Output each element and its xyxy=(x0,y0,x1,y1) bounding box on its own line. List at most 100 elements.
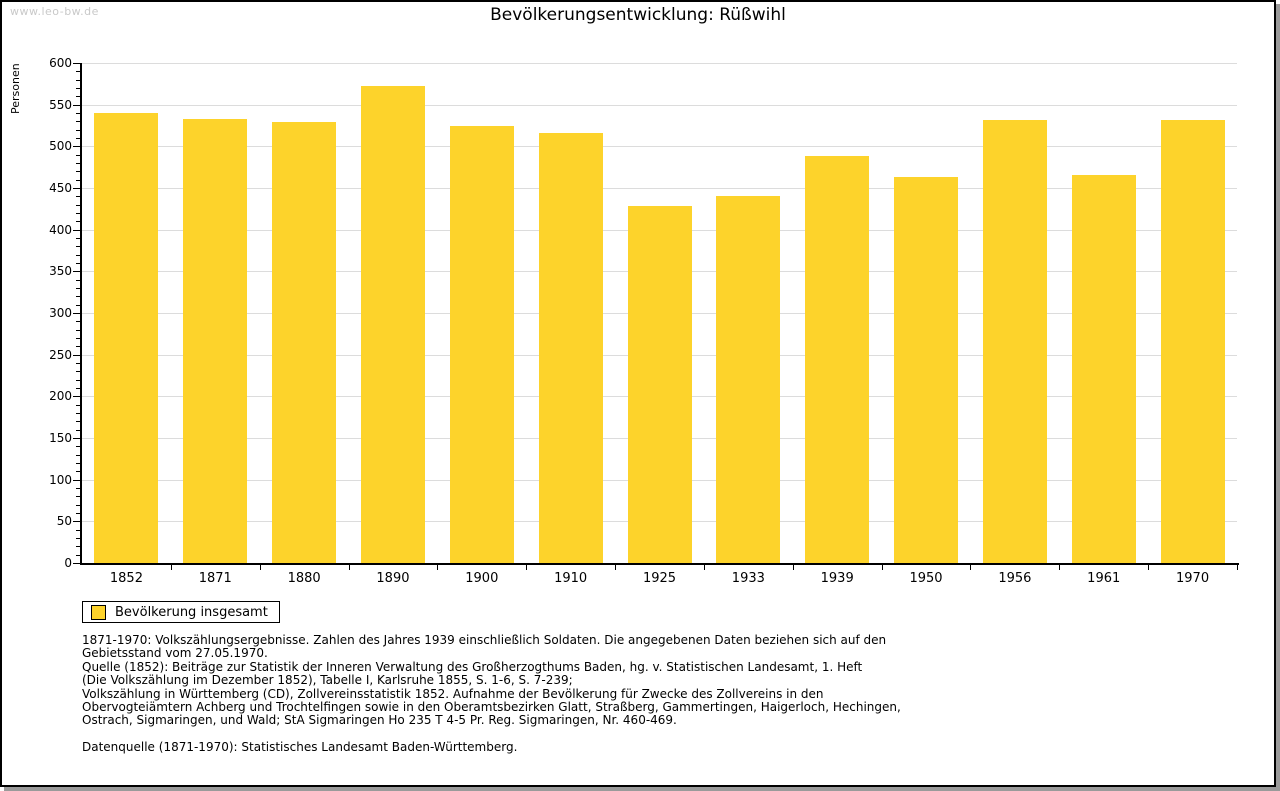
y-tick-major xyxy=(73,188,80,189)
x-axis-label: 1939 xyxy=(820,571,854,586)
y-tick-minor xyxy=(76,254,80,256)
y-tick-major xyxy=(73,396,80,398)
y-tick-minor xyxy=(76,88,80,89)
legend: Bevölkerung insgesamt xyxy=(82,601,280,623)
y-tick-minor xyxy=(76,338,80,339)
y-tick-minor xyxy=(76,221,80,223)
y-tick-minor xyxy=(76,238,80,239)
y-axis-label: 400 xyxy=(49,222,72,237)
bar xyxy=(805,155,870,563)
y-tick-minor xyxy=(76,288,80,289)
y-tick-minor xyxy=(76,529,80,531)
y-tick-minor xyxy=(76,463,80,464)
bar xyxy=(272,122,337,563)
y-tick-minor xyxy=(76,413,80,414)
gridline xyxy=(82,146,1237,148)
gridline xyxy=(82,104,1237,106)
y-tick-minor xyxy=(76,429,80,431)
y-tick-minor xyxy=(76,129,80,131)
watermark: www.leo-bw.de xyxy=(10,5,99,18)
x-axis-label: 1956 xyxy=(998,571,1032,586)
y-tick-minor xyxy=(76,321,80,323)
datasource-note: Datenquelle (1871-1970): Statistisches L… xyxy=(82,739,518,754)
x-tick xyxy=(615,565,617,570)
y-tick-minor xyxy=(76,363,80,364)
x-axis-label: 1910 xyxy=(554,571,588,586)
y-tick-minor xyxy=(76,504,80,506)
x-axis-label: 1852 xyxy=(109,571,143,586)
y-tick-major xyxy=(73,479,80,481)
y-axis-label: 200 xyxy=(49,389,72,404)
x-tick xyxy=(1148,565,1150,570)
legend-label: Bevölkerung insgesamt xyxy=(115,604,268,620)
y-tick-minor xyxy=(76,246,80,248)
chart-title: Bevölkerungsentwicklung: Rüßwihl xyxy=(490,5,786,25)
x-axis-label: 1950 xyxy=(909,571,943,586)
note-line: Volkszählung in Württemberg (CD), Zollve… xyxy=(82,686,824,701)
y-tick-minor xyxy=(76,138,80,139)
bar xyxy=(982,119,1047,563)
plot-area: 0 50 100 150 200 250 300 350 400 450 500 550 600 1852… xyxy=(49,56,1239,586)
y-tick-minor xyxy=(76,304,80,306)
y-axis-label: 350 xyxy=(49,264,72,279)
x-tick xyxy=(970,565,972,570)
x-axis-label: 1900 xyxy=(465,571,499,586)
bar xyxy=(94,113,159,563)
y-tick-minor xyxy=(76,121,80,123)
y-tick-minor xyxy=(76,163,80,164)
bar xyxy=(183,118,248,563)
y-axis-label: 100 xyxy=(49,472,72,487)
note-lines: 1871-1970: Volkszählungsergebnisse. Zahl… xyxy=(82,633,901,728)
y-axis-label: 50 xyxy=(56,514,72,529)
y-tick-minor xyxy=(76,379,80,381)
bar xyxy=(1160,119,1225,563)
x-axis-label: 1933 xyxy=(731,571,765,586)
x-tick xyxy=(526,565,528,570)
y-tick-minor xyxy=(76,513,80,514)
y-axis-label: 500 xyxy=(49,139,72,154)
y-tick-minor xyxy=(76,488,80,489)
y-tick-minor xyxy=(76,179,80,181)
y-tick-minor xyxy=(76,204,80,206)
y-axis-label: 300 xyxy=(49,306,72,320)
y-tick-minor xyxy=(76,421,80,423)
bar xyxy=(360,86,425,563)
y-tick-minor xyxy=(76,404,80,406)
x-tick xyxy=(348,565,350,570)
note-line: (Die Volkszählung im Dezember 1852), Tab… xyxy=(82,673,573,688)
bar xyxy=(627,205,692,563)
y-tick-minor xyxy=(76,213,80,214)
y-axis-label: 150 xyxy=(49,431,72,445)
legend-swatch xyxy=(91,604,106,620)
y-axis-label: 600 xyxy=(49,56,72,70)
x-axis-label: 1871 xyxy=(198,571,232,586)
bar xyxy=(894,177,959,563)
y-tick-minor xyxy=(76,454,80,456)
gridline xyxy=(82,63,1237,64)
x-axis-label: 1970 xyxy=(1176,571,1210,586)
y-axis-line xyxy=(80,63,82,565)
y-axis-label: 0 xyxy=(64,556,72,570)
y-tick-minor xyxy=(76,538,80,539)
y-tick-minor xyxy=(76,71,80,73)
y-tick-minor xyxy=(76,196,80,198)
bar xyxy=(449,125,514,563)
y-axis-label: 250 xyxy=(49,347,72,362)
note-line: Obervogteiämtern Achberg und Trochtelfin… xyxy=(82,700,901,715)
x-axis-label: 1880 xyxy=(287,571,321,586)
gridline xyxy=(82,188,1237,189)
x-tick xyxy=(259,565,261,570)
y-tick-major xyxy=(73,271,80,273)
y-axis-title: Personen xyxy=(9,63,22,114)
y-tick-minor xyxy=(76,554,80,556)
x-tick xyxy=(437,565,439,570)
y-tick-minor xyxy=(76,346,80,348)
y-tick-minor xyxy=(76,546,80,548)
y-tick-minor xyxy=(76,96,80,98)
y-tick-minor xyxy=(76,446,80,448)
y-tick-minor xyxy=(76,263,80,264)
x-axis-label: 1925 xyxy=(642,571,677,586)
x-tick xyxy=(703,565,705,570)
y-tick-major xyxy=(73,104,80,106)
